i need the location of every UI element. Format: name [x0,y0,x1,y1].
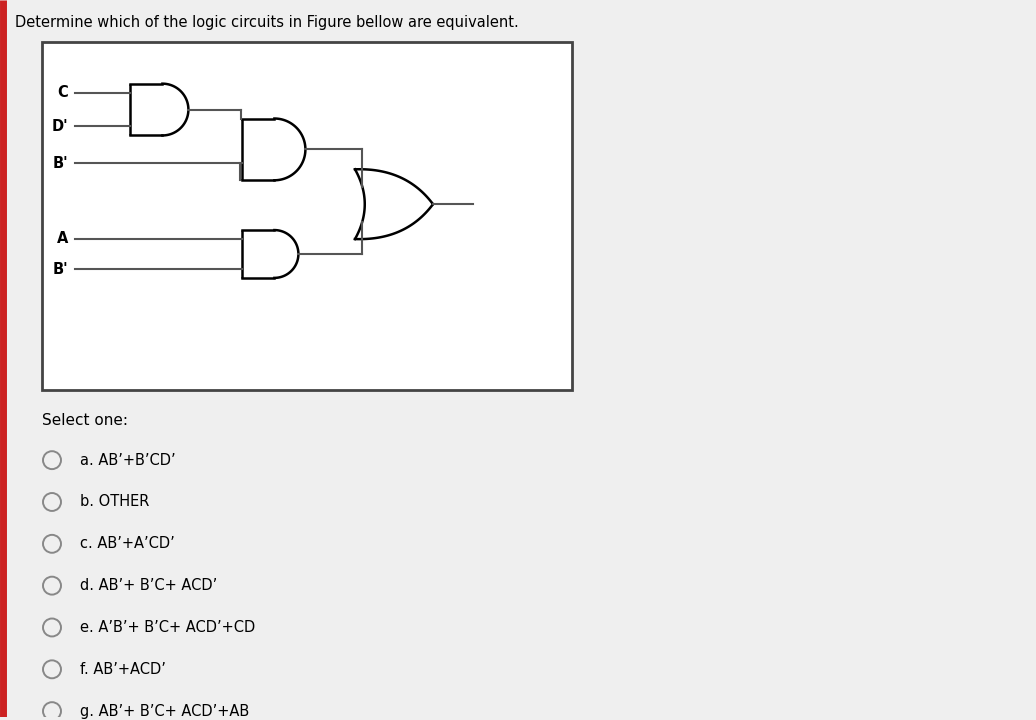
Text: B': B' [53,156,68,171]
Text: A: A [57,231,68,246]
Text: Determine which of the logic circuits in Figure bellow are equivalent.: Determine which of the logic circuits in… [15,15,519,30]
Text: f. AB’+ACD’: f. AB’+ACD’ [80,662,166,677]
Bar [42,42,572,390]
Text: B': B' [53,262,68,276]
Text: a. AB’+B’CD’: a. AB’+B’CD’ [80,453,176,468]
Text: D': D' [52,119,68,134]
Text: C: C [57,86,68,101]
Text: e. A’B’+ B’C+ ACD’+CD: e. A’B’+ B’C+ ACD’+CD [80,620,255,635]
Text: c. AB’+A’CD’: c. AB’+A’CD’ [80,536,175,552]
Text: g. AB’+ B’C+ ACD’+AB: g. AB’+ B’C+ ACD’+AB [80,703,250,719]
Text: b. OTHER: b. OTHER [80,495,149,510]
Text: Select one:: Select one: [42,413,128,428]
Text: d. AB’+ B’C+ ACD’: d. AB’+ B’C+ ACD’ [80,578,218,593]
